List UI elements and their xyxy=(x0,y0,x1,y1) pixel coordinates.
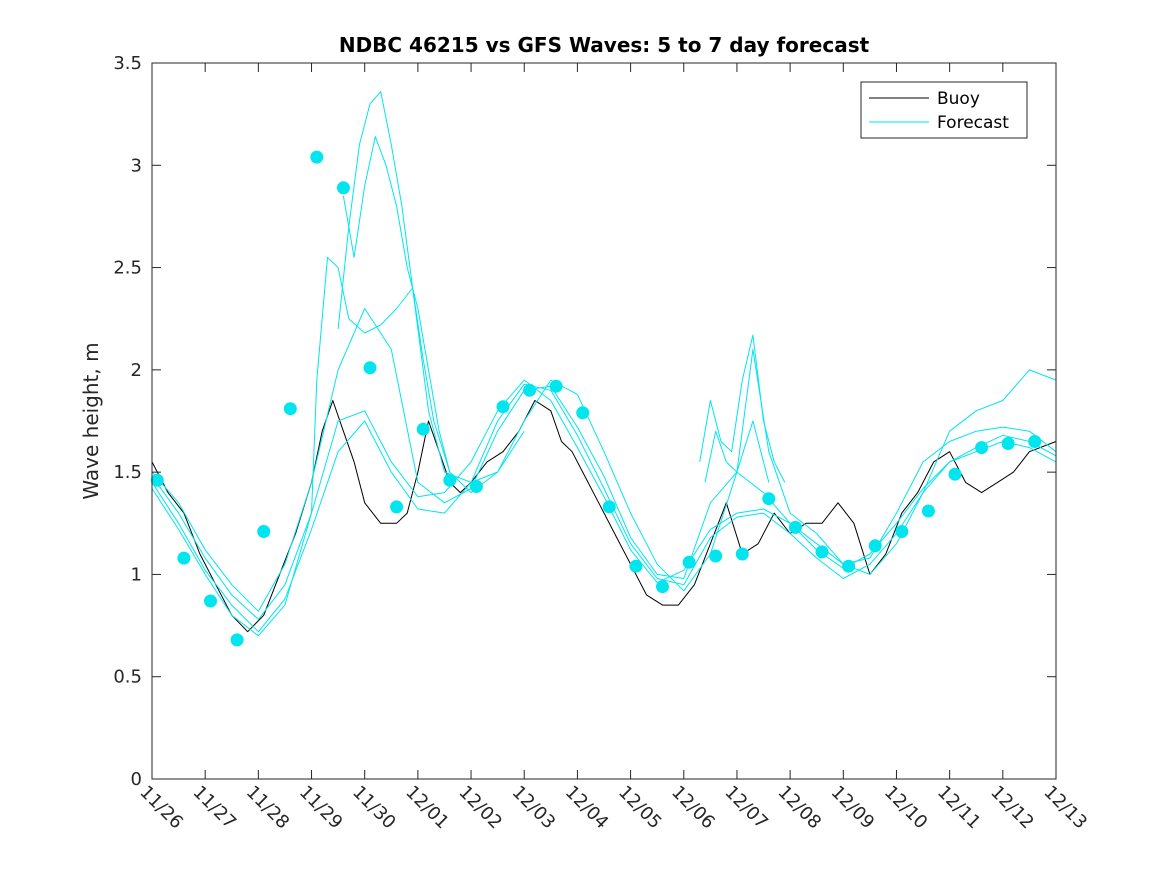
forecast-series-line-6 xyxy=(342,136,451,473)
y-tick-label: 3.5 xyxy=(113,53,142,74)
forecast-marker xyxy=(788,520,802,534)
y-tick-label: 0.5 xyxy=(113,667,142,688)
forecast-marker xyxy=(523,383,537,397)
forecast-marker xyxy=(1028,435,1042,448)
y-tick-label: 0 xyxy=(131,769,142,790)
forecast-series-line-1 xyxy=(151,379,1057,620)
legend: Buoy Forecast xyxy=(860,81,1028,139)
forecast-marker xyxy=(975,441,989,455)
forecast-series-line-7 xyxy=(699,334,786,483)
forecast-marker xyxy=(682,555,696,569)
forecast-marker xyxy=(549,379,563,393)
forecast-marker xyxy=(390,500,404,514)
y-tick-label: 3 xyxy=(131,155,142,176)
forecast-marker xyxy=(762,492,776,506)
legend-label-buoy: Buoy xyxy=(937,89,980,109)
axes-box xyxy=(151,62,1057,780)
series-layer xyxy=(150,91,1057,647)
forecast-marker xyxy=(283,402,297,416)
legend-label-forecast: Forecast xyxy=(937,113,1009,133)
forecast-marker xyxy=(336,181,350,195)
plot-area xyxy=(152,63,1056,779)
forecast-marker xyxy=(177,551,191,565)
forecast-marker xyxy=(629,559,643,573)
forecast-series-line-5 xyxy=(337,91,525,494)
forecast-marker xyxy=(443,473,457,487)
forecast-marker xyxy=(656,580,669,594)
forecast-marker xyxy=(150,473,164,487)
forecast-marker xyxy=(842,559,856,573)
forecast-marker xyxy=(602,500,616,514)
forecast-series-line-4 xyxy=(151,256,1057,637)
forecast-marker xyxy=(363,361,377,375)
forecast-marker xyxy=(948,467,962,481)
forecast-marker xyxy=(496,400,510,414)
forecast-marker xyxy=(895,525,909,538)
forecast-marker xyxy=(815,545,829,559)
forecast-marker xyxy=(416,422,430,436)
y-tick-label: 1.5 xyxy=(113,462,142,483)
forecast-marker xyxy=(576,406,590,420)
forecast-series-line-3 xyxy=(151,308,1057,612)
y-tick-label: 2 xyxy=(131,360,142,381)
forecast-marker xyxy=(1001,437,1015,450)
forecast-marker xyxy=(230,633,244,647)
y-tick-label: 2.5 xyxy=(113,258,142,279)
y-tick-label: 1 xyxy=(131,564,142,585)
chart-title: NDBC 46215 vs GFS Waves: 5 to 7 day fore… xyxy=(339,33,870,57)
forecast-series-line-2 xyxy=(151,383,1057,633)
forecast-marker xyxy=(310,150,324,164)
forecast-marker xyxy=(921,504,935,518)
forecast-marker xyxy=(469,480,483,493)
forecast-series-line-8 xyxy=(704,420,770,483)
legend-box xyxy=(860,81,1028,139)
forecast-marker xyxy=(204,594,217,608)
forecast-marker xyxy=(709,549,723,563)
forecast-marker xyxy=(735,547,749,561)
forecast-marker xyxy=(257,525,271,538)
forecast-marker xyxy=(868,539,882,553)
y-axis-label: Wave height, m xyxy=(79,342,103,499)
